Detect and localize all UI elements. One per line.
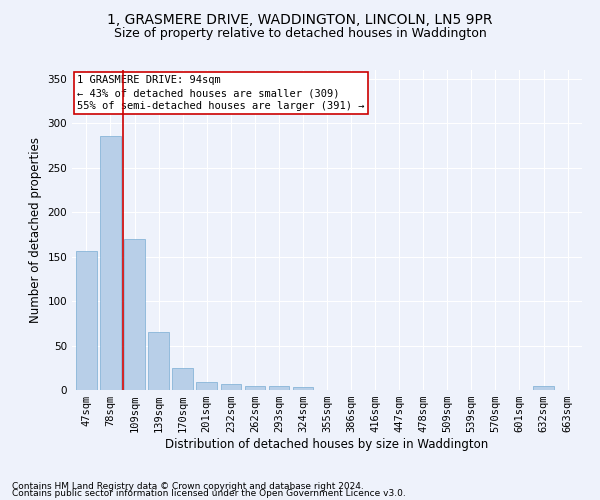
Text: Contains public sector information licensed under the Open Government Licence v3: Contains public sector information licen…: [12, 489, 406, 498]
Bar: [269, 386, 289, 390]
Y-axis label: Number of detached properties: Number of detached properties: [29, 137, 42, 323]
Bar: [221, 384, 241, 390]
Bar: [533, 386, 554, 390]
Bar: [148, 332, 169, 390]
X-axis label: Distribution of detached houses by size in Waddington: Distribution of detached houses by size …: [166, 438, 488, 451]
Bar: [100, 136, 121, 390]
Bar: [124, 239, 145, 390]
Bar: [76, 252, 97, 390]
Bar: [172, 368, 193, 390]
Bar: [293, 388, 313, 390]
Bar: [196, 382, 217, 390]
Text: Contains HM Land Registry data © Crown copyright and database right 2024.: Contains HM Land Registry data © Crown c…: [12, 482, 364, 491]
Text: 1 GRASMERE DRIVE: 94sqm
← 43% of detached houses are smaller (309)
55% of semi-d: 1 GRASMERE DRIVE: 94sqm ← 43% of detache…: [77, 75, 365, 111]
Text: Size of property relative to detached houses in Waddington: Size of property relative to detached ho…: [113, 28, 487, 40]
Text: 1, GRASMERE DRIVE, WADDINGTON, LINCOLN, LN5 9PR: 1, GRASMERE DRIVE, WADDINGTON, LINCOLN, …: [107, 12, 493, 26]
Bar: [245, 386, 265, 390]
